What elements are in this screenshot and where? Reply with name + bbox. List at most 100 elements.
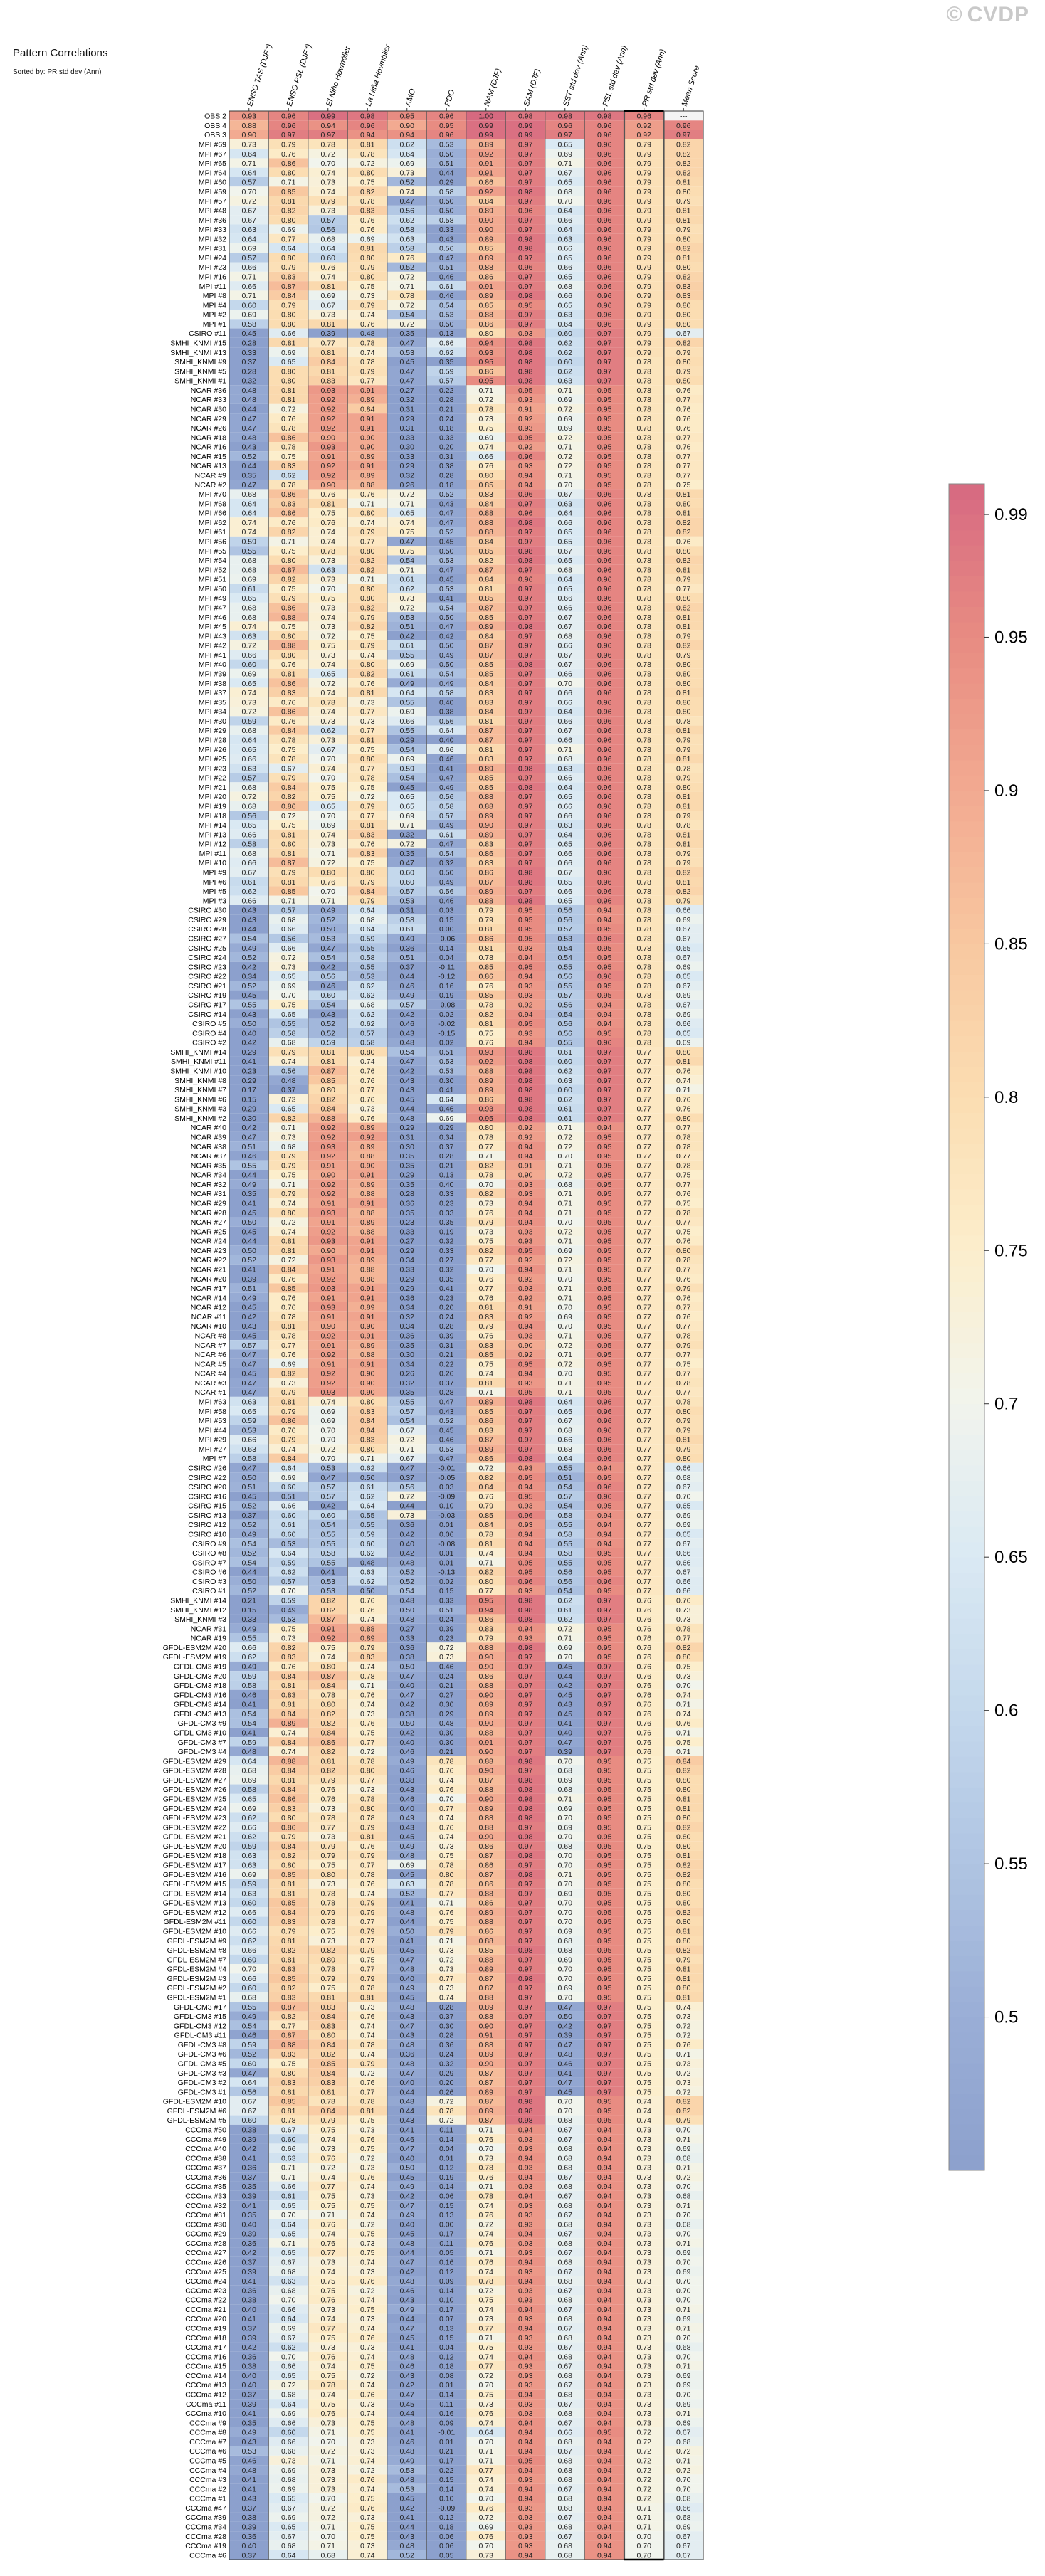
cell-value: 0.84 <box>281 1265 296 1274</box>
row-label: NCAR #29 <box>191 415 226 423</box>
cell-value: 0.76 <box>479 1039 494 1047</box>
heatmap-cell <box>624 290 664 300</box>
cell-value: 0.74 <box>321 613 336 622</box>
cell-value: 0.95 <box>518 934 533 943</box>
cell-value: 0.75 <box>479 1029 494 1038</box>
cell-value: 0.76 <box>360 226 375 234</box>
cell-value: 0.91 <box>360 462 375 470</box>
cell-value: 0.48 <box>242 433 257 442</box>
cell-value: 0.80 <box>676 263 691 272</box>
cell-value: 0.95 <box>518 386 533 395</box>
cell-value: 0.96 <box>597 131 612 139</box>
cell-value: 0.55 <box>281 1020 296 1028</box>
cell-value: 0.75 <box>281 746 296 754</box>
heatmap-cell <box>308 394 348 404</box>
cell-value: 0.95 <box>597 1143 612 1151</box>
cell-value: 0.78 <box>637 764 652 773</box>
cell-value: 0.29 <box>400 1275 415 1284</box>
cell-value: 0.63 <box>558 377 573 386</box>
row-label: MPI #20 <box>199 793 226 801</box>
cell-value: 0.81 <box>281 339 296 347</box>
cell-value: 0.78 <box>637 453 652 461</box>
cell-value: 0.32 <box>400 830 415 839</box>
cell-value: 0.80 <box>676 1785 691 1794</box>
row-label: GFDL-ESM2M #4 <box>167 1965 227 1974</box>
cell-value: 0.95 <box>597 925 612 934</box>
cell-value: 0.67 <box>676 925 691 934</box>
cell-value: 0.34 <box>400 1322 415 1331</box>
heatmap-cell <box>387 139 427 149</box>
cell-value: 0.10 <box>439 1502 454 1511</box>
cell-value: 0.50 <box>439 547 454 556</box>
cell-value: 0.67 <box>676 982 691 991</box>
cell-value: 0.82 <box>321 1095 336 1104</box>
heatmap-cell <box>584 517 624 527</box>
cell-value: 0.97 <box>518 1927 533 1936</box>
heatmap-cell <box>347 310 387 320</box>
cell-value: 0.48 <box>400 1114 415 1123</box>
heatmap-cell <box>466 546 506 556</box>
cell-value: 0.75 <box>281 453 296 461</box>
cell-value: 0.64 <box>558 783 573 792</box>
cell-value: 0.94 <box>518 1530 533 1538</box>
cell-value: 0.64 <box>242 169 257 177</box>
cell-value: 0.91 <box>518 405 533 413</box>
cell-value: 0.49 <box>400 991 415 1000</box>
cell-value: 0.65 <box>321 802 336 811</box>
cell-value: 0.90 <box>321 1247 336 1255</box>
cell-value: 0.35 <box>400 850 415 858</box>
heatmap-cell <box>268 243 308 253</box>
cell-value: 0.69 <box>400 755 415 764</box>
cell-value: 0.79 <box>360 642 375 650</box>
cell-value: 0.75 <box>360 179 375 187</box>
heatmap-cell <box>426 394 466 404</box>
cell-value: 0.72 <box>439 1955 454 1964</box>
cell-value: 0.52 <box>439 490 454 499</box>
cell-value: 0.82 <box>360 556 375 565</box>
cell-value: 0.53 <box>360 973 375 981</box>
heatmap-cell <box>663 498 703 508</box>
cell-value: 0.78 <box>637 897 652 905</box>
cell-value: 0.95 <box>597 1861 612 1869</box>
cell-value: 0.41 <box>321 1568 336 1577</box>
heatmap-cell <box>426 546 466 556</box>
cell-value: 0.92 <box>321 1124 336 1132</box>
cell-value: 0.98 <box>518 1095 533 1104</box>
row-label: MPI #68 <box>199 500 226 508</box>
cell-value: 0.76 <box>360 1691 375 1699</box>
cell-value: 0.75 <box>281 821 296 830</box>
cell-value: 0.15 <box>242 1606 257 1615</box>
heatmap-cell <box>624 432 664 442</box>
heatmap-cell <box>308 243 348 253</box>
heatmap-cell <box>505 527 545 537</box>
row-label: CSIRO #20 <box>188 1483 226 1492</box>
heatmap-cell <box>308 224 348 234</box>
cell-value: 0.89 <box>360 1124 375 1132</box>
cell-value: 0.77 <box>637 1502 652 1511</box>
cell-value: 0.79 <box>360 897 375 905</box>
heatmap-cell <box>663 300 703 310</box>
cell-value: 0.91 <box>518 1304 533 1312</box>
cell-value: 0.70 <box>321 755 336 764</box>
cell-value: 0.79 <box>281 1388 296 1397</box>
cell-value: 0.85 <box>479 783 494 792</box>
cell-value: 0.75 <box>321 1984 336 1992</box>
cell-value: 0.16 <box>439 982 454 991</box>
heatmap-cell <box>584 480 624 490</box>
cell-value: 0.78 <box>637 783 652 792</box>
cell-value: 0.80 <box>360 547 375 556</box>
cell-value: 0.69 <box>242 311 257 320</box>
cell-value: 0.40 <box>400 1738 415 1747</box>
cell-value: 0.47 <box>558 1738 573 1747</box>
heatmap-cell <box>505 158 545 168</box>
cell-value: 0.57 <box>281 907 296 915</box>
heatmap-cell <box>268 442 308 452</box>
cell-value: 0.76 <box>360 1596 375 1605</box>
cell-value: 0.54 <box>558 944 573 953</box>
cell-value: 0.71 <box>558 1199 573 1208</box>
cell-value: 0.83 <box>479 840 494 849</box>
cell-value: 0.95 <box>597 1209 612 1218</box>
cell-value: 0.97 <box>518 1426 533 1435</box>
heatmap-cell <box>466 271 506 282</box>
row-label: NCAR #37 <box>191 1152 226 1161</box>
